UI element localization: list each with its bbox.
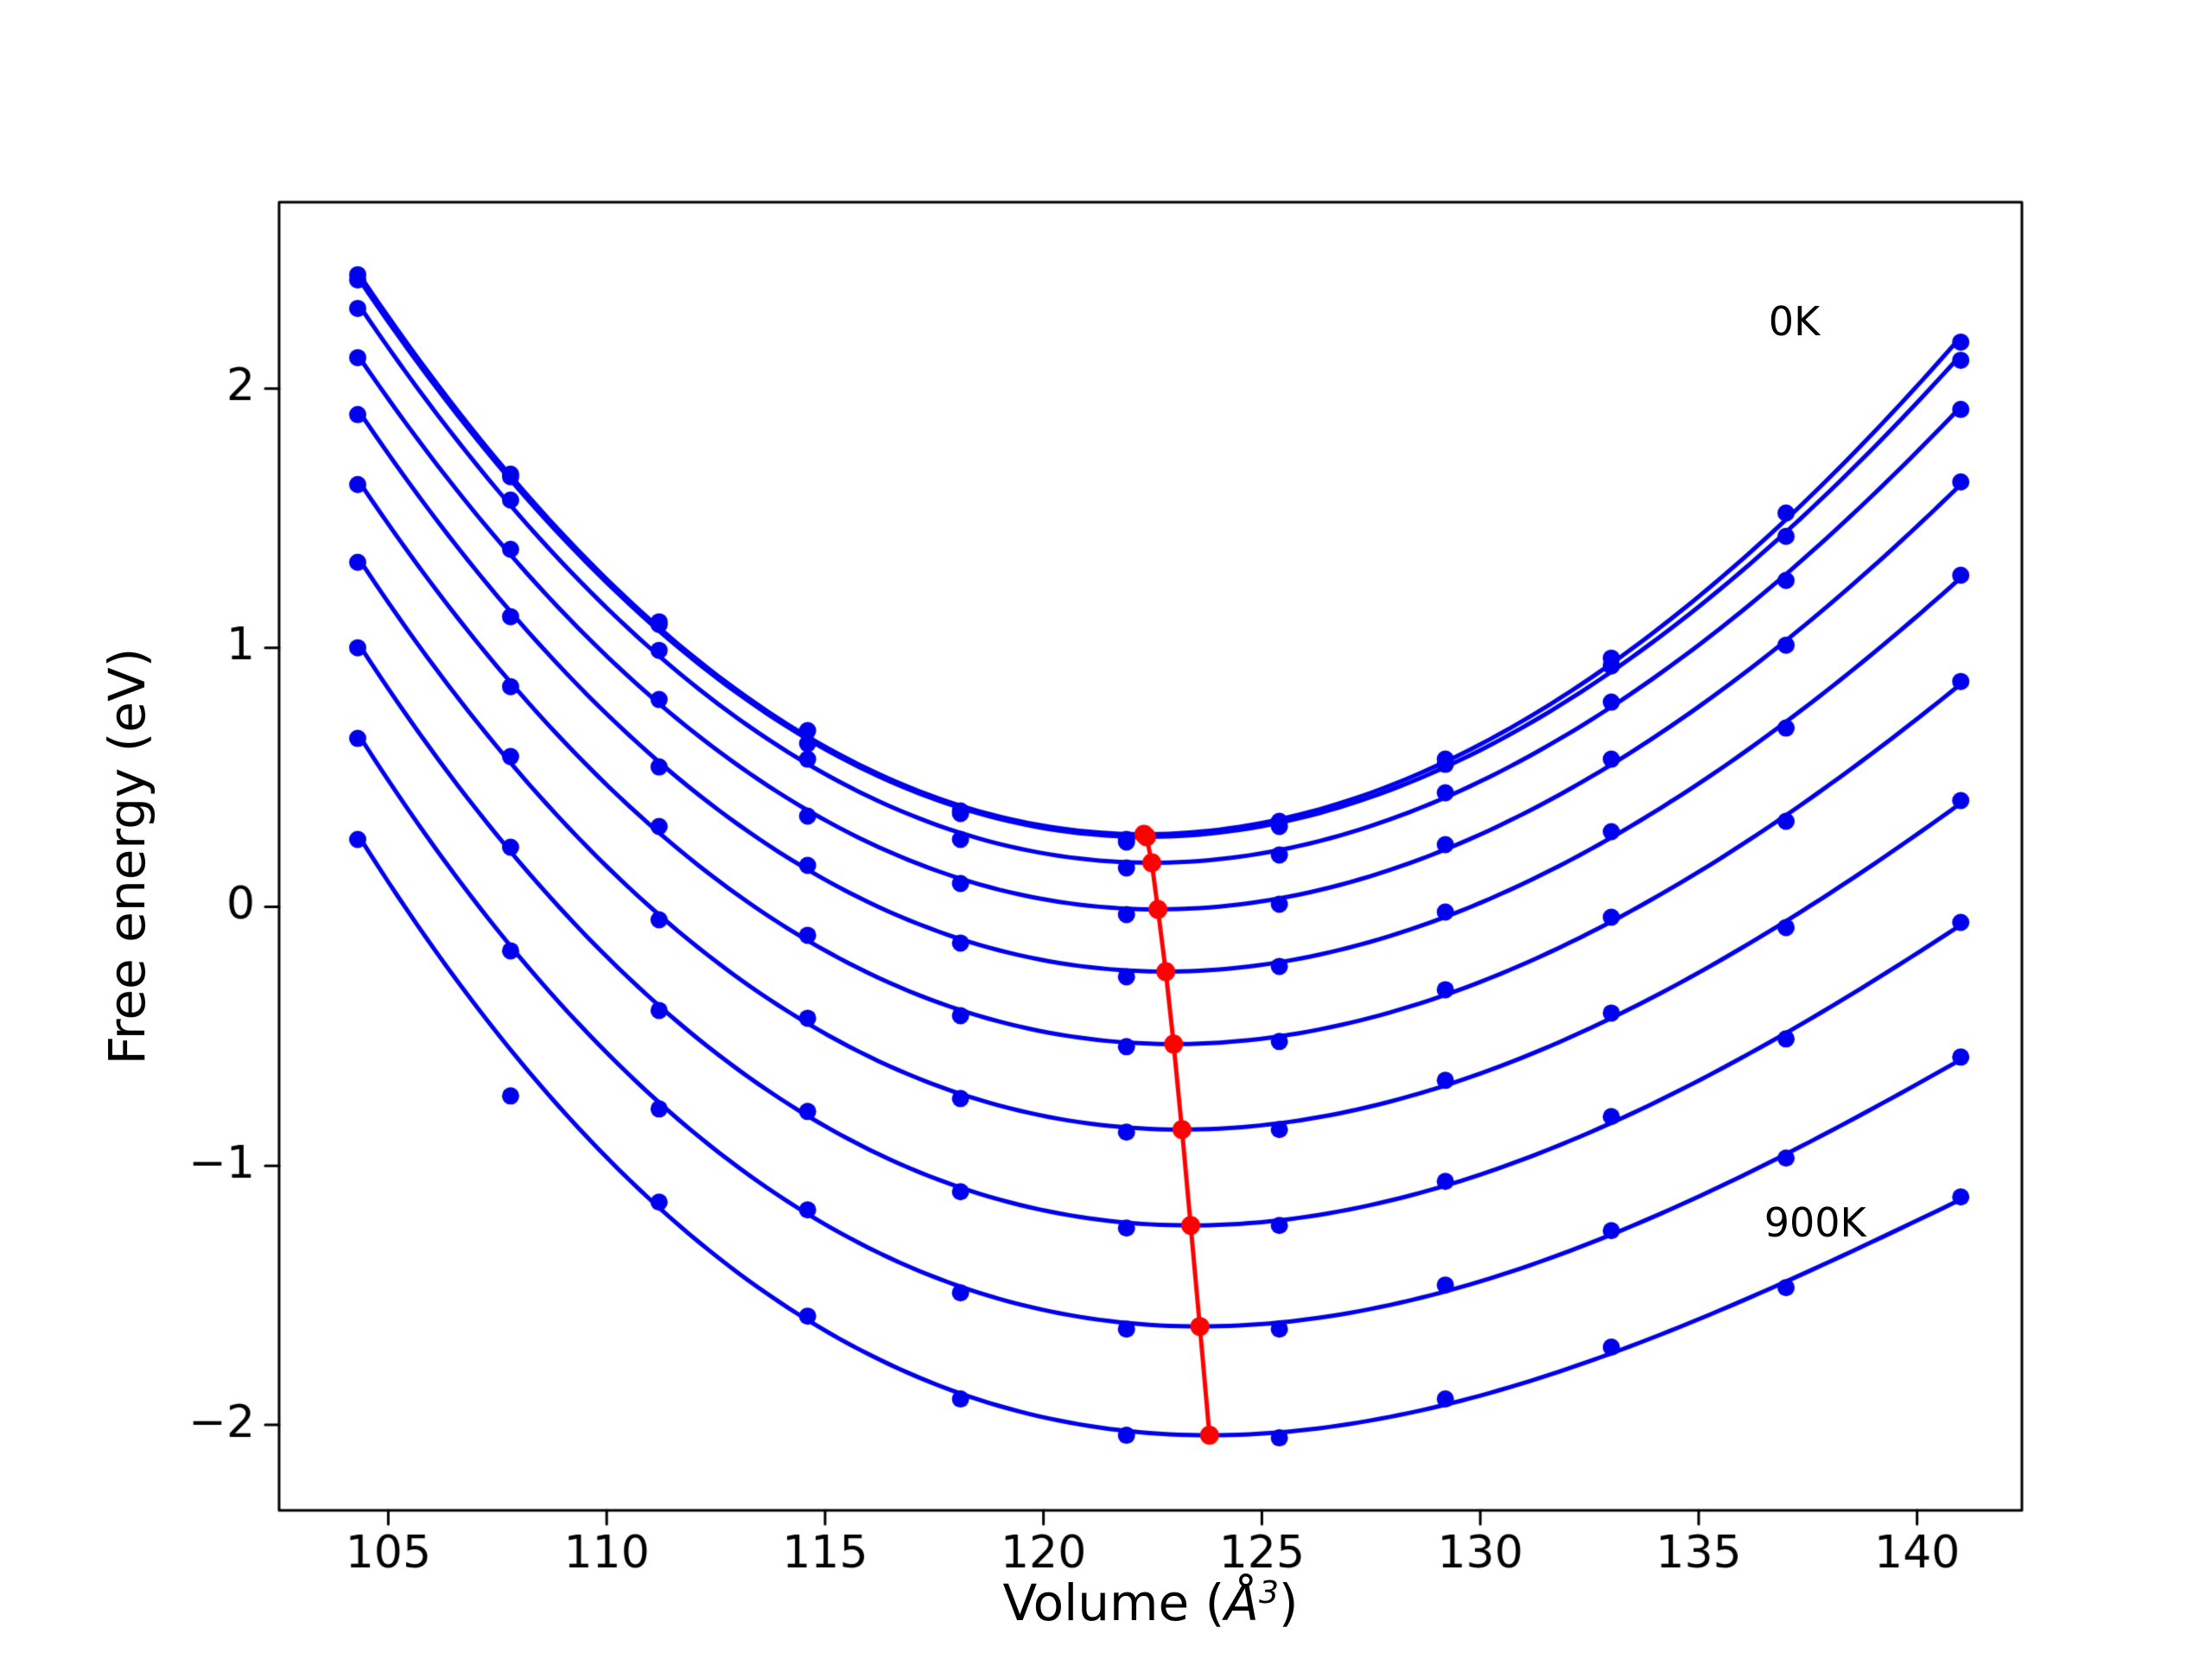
x-axis-title-suffix: ) bbox=[1278, 1573, 1299, 1632]
superscript-3: 3 bbox=[1258, 1575, 1279, 1611]
y-axis-title: Free energy (eV) bbox=[98, 647, 157, 1065]
x-axis-title: Volume (Å3) bbox=[279, 1573, 2022, 1632]
annotation-900k: 900K bbox=[1764, 1199, 1866, 1247]
x-axis-title-prefix: Volume ( bbox=[1002, 1573, 1225, 1632]
angstrom-symbol: Å bbox=[1224, 1573, 1259, 1632]
annotation-0k: 0K bbox=[1768, 297, 1821, 345]
